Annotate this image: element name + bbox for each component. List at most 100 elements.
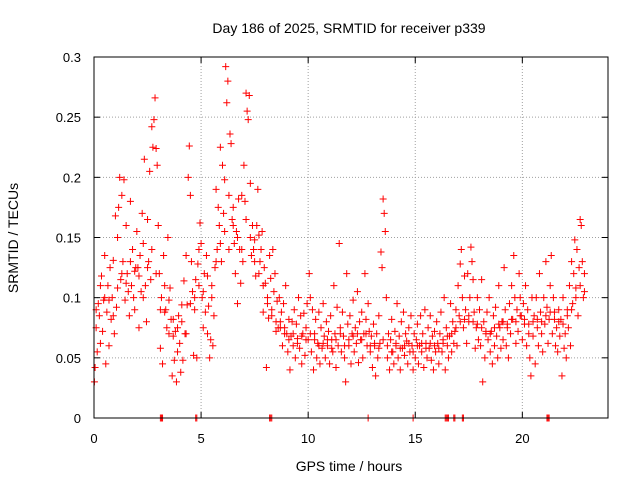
data-point [178,318,186,326]
data-point [172,378,180,386]
data-point [223,99,231,107]
data-point [272,318,280,326]
data-point [477,342,485,350]
data-point [95,312,103,320]
data-point [459,324,467,332]
data-point [377,248,385,256]
data-point [504,354,512,362]
data-point [411,354,419,362]
data-point [233,234,241,241]
data-point [367,332,375,340]
data-point [148,123,156,131]
data-point [555,306,563,314]
data-point [529,332,537,340]
data-point [344,320,352,328]
data-point [268,312,276,320]
data-point [523,342,531,350]
data-point [489,312,497,320]
data-point [473,320,481,328]
data-point [414,360,422,368]
data-point [292,320,300,328]
data-point [255,270,263,278]
data-point [336,330,344,338]
data-point [453,342,461,350]
data-point [112,303,120,311]
data-point [238,191,246,199]
data-point [209,342,217,350]
data-point [311,336,319,344]
data-point [353,288,361,296]
data-point [454,282,462,290]
data-point [176,339,184,347]
data-point [341,354,349,362]
data-point [384,330,392,338]
data-point [315,308,323,316]
data-point [303,300,311,308]
data-point [117,276,125,284]
data-point [532,294,540,302]
data-point [104,282,112,290]
data-point [221,176,229,184]
data-point [383,354,391,362]
data-point [225,246,233,254]
data-point [580,288,588,296]
data-point [375,312,383,320]
data-point [122,279,130,287]
data-point [140,155,148,163]
data-point [296,344,304,352]
data-point [306,294,314,302]
data-point [115,203,123,211]
data-point [229,203,237,211]
data-point [462,306,470,314]
data-point [542,312,550,320]
data-point [547,252,555,260]
data-point [362,330,370,338]
data-point [455,312,463,320]
data-point [559,294,567,302]
data-point [366,348,374,356]
data-point [149,143,157,151]
data-point [387,336,395,344]
data-point [573,246,581,254]
data-point [253,221,261,229]
data-point [490,324,498,332]
data-point [280,300,288,308]
data-point [109,256,117,264]
data-point [546,308,554,316]
x-tick-label: 10 [301,431,315,446]
data-point [215,221,223,229]
data-point [469,276,477,284]
data-point [259,308,267,316]
y-tick-label: 0.25 [56,110,81,125]
data-point [569,300,577,308]
data-point [156,306,164,314]
data-point [516,312,524,320]
data-point [298,360,306,368]
data-point [332,336,340,344]
data-point [197,240,205,248]
data-point [255,231,263,239]
data-point [319,339,327,347]
data-point [186,300,194,308]
data-point [289,330,297,338]
data-point [410,330,418,338]
data-point [383,342,391,350]
data-point [232,227,240,235]
data-point [166,284,174,292]
data-point [401,351,409,359]
data-point [204,272,212,280]
data-point [502,342,510,350]
data-point [522,282,530,290]
data-point [516,294,524,302]
data-point [549,294,557,302]
data-point [262,363,270,371]
data-point [382,294,390,302]
data-point [369,320,377,328]
data-point [189,288,197,296]
data-point [131,267,139,275]
data-point [184,173,192,181]
data-point [210,312,218,320]
data-point [492,303,500,311]
data-point [135,324,143,332]
data-point [207,336,215,344]
